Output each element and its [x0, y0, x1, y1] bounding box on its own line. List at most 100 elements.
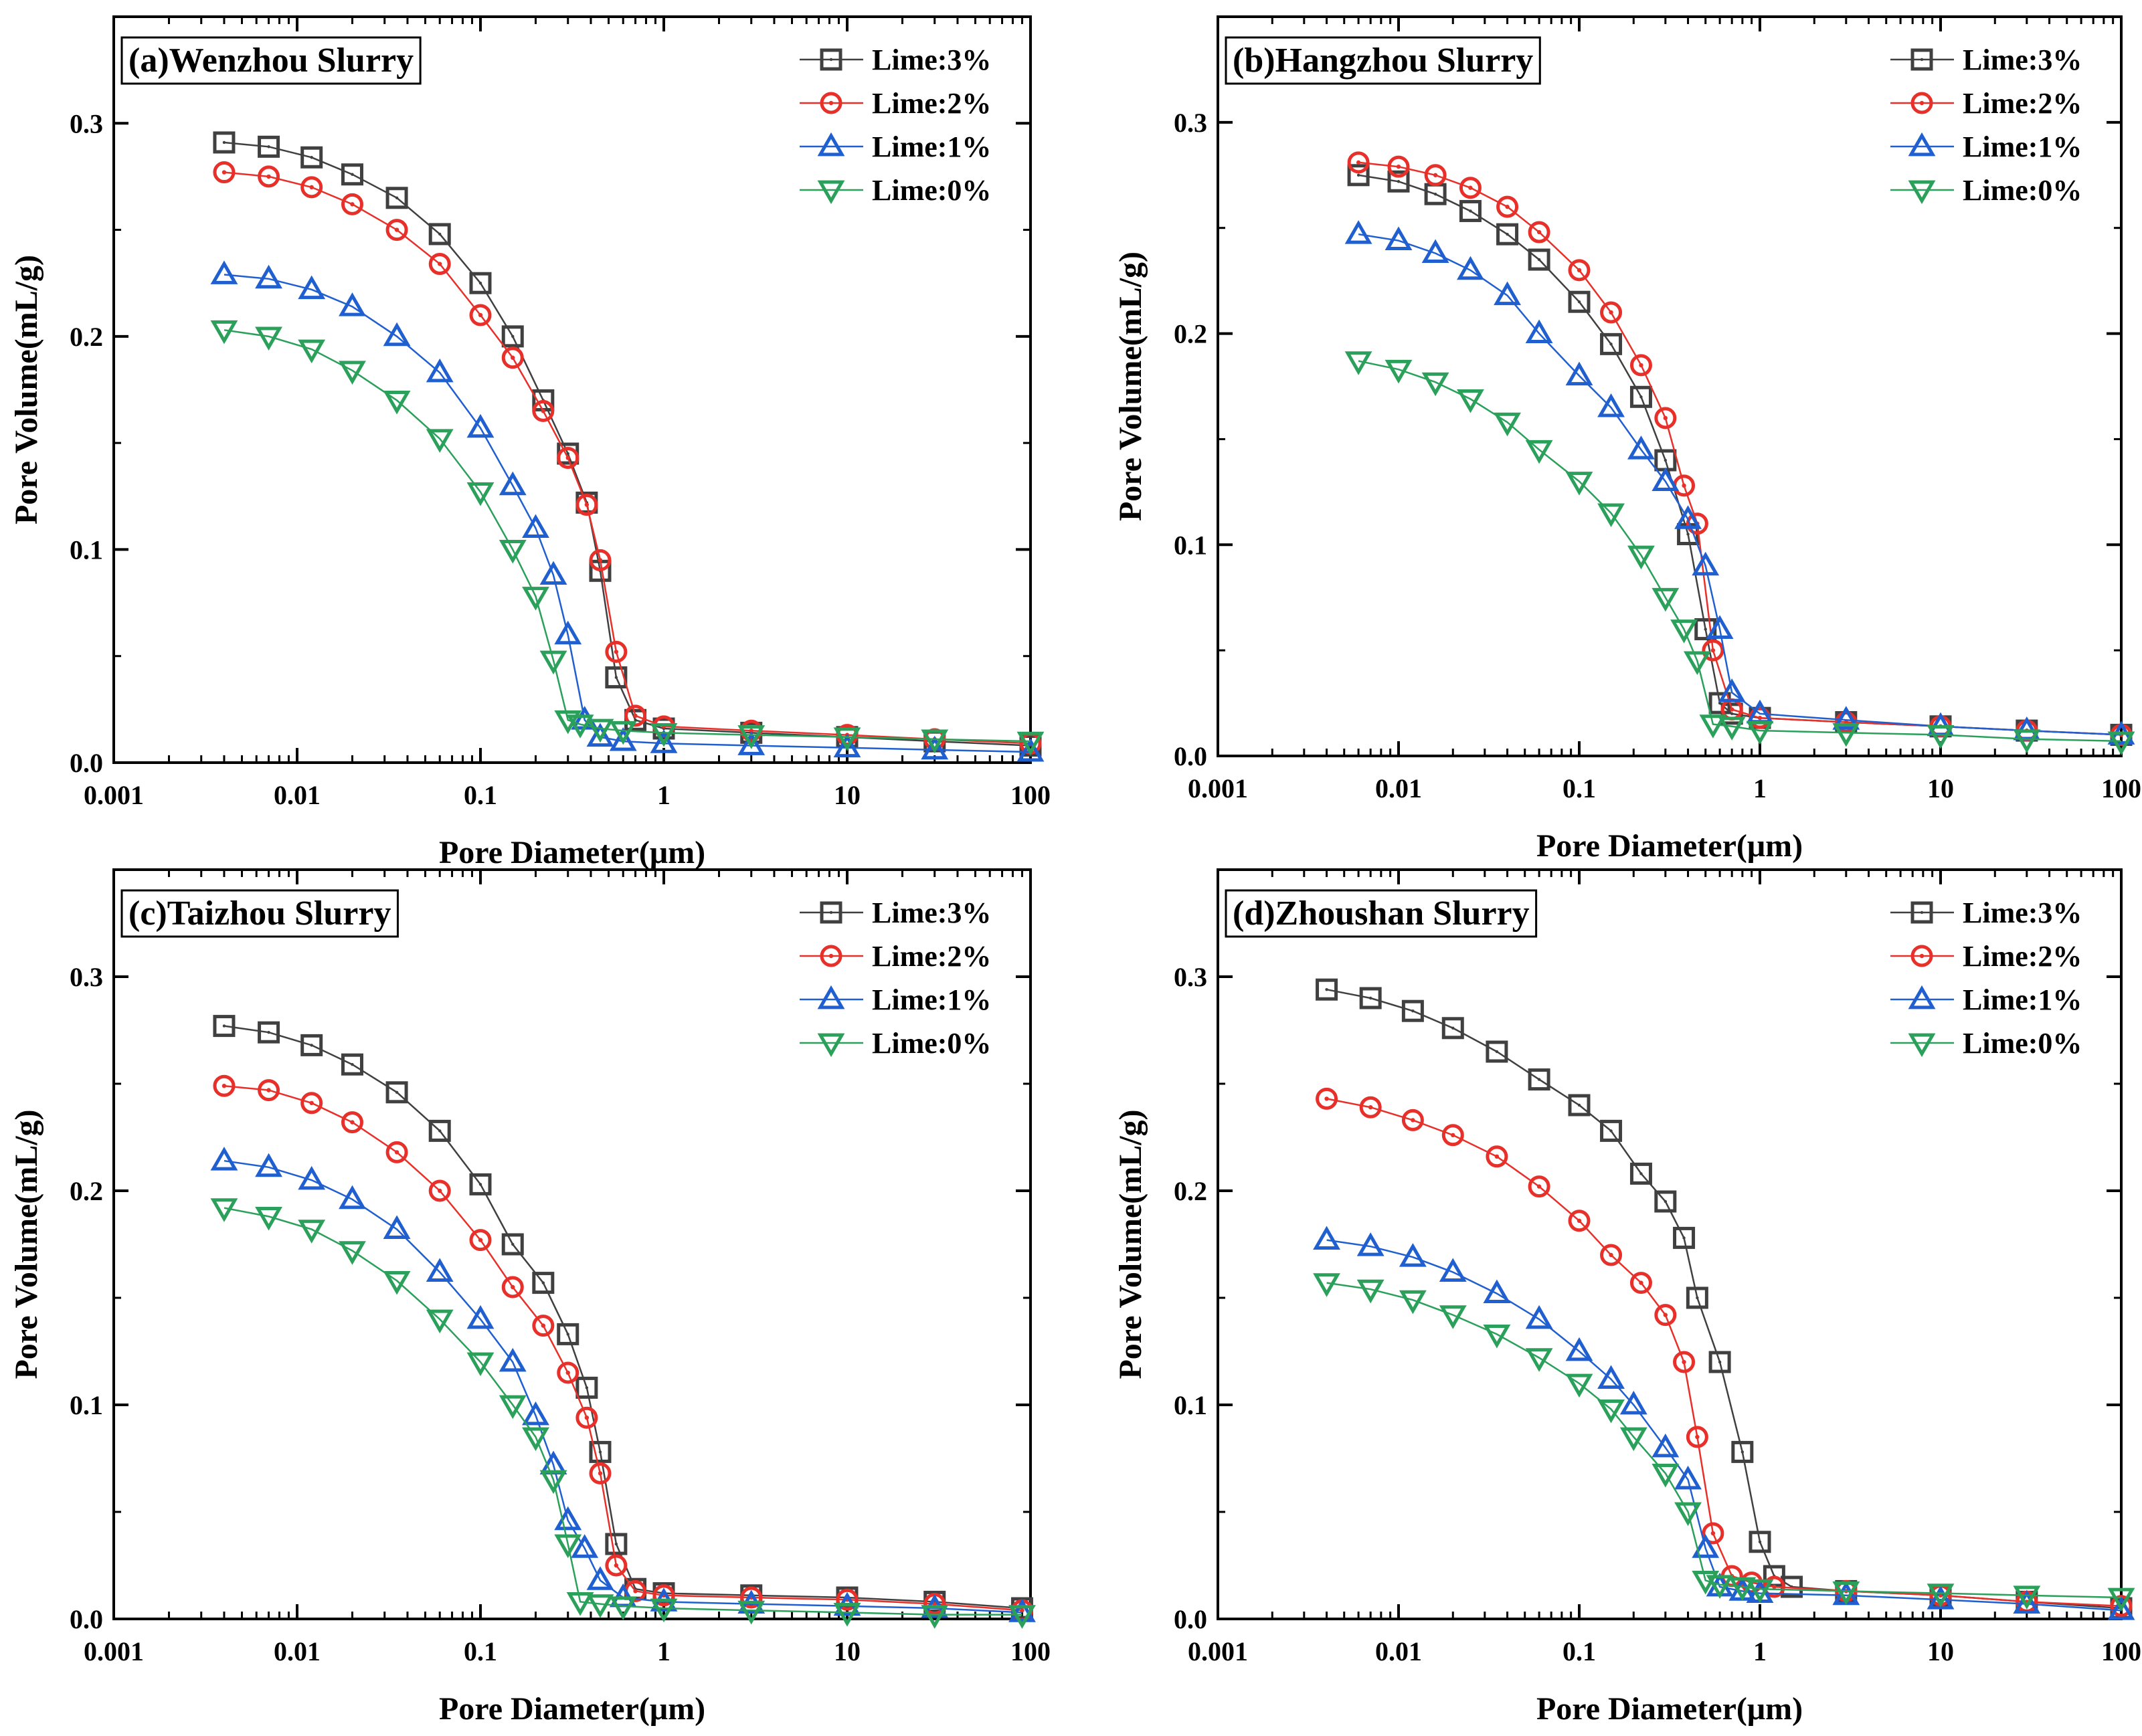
chart-title-box	[1225, 36, 1541, 85]
data-point	[1565, 1373, 1593, 1398]
data-point-center	[1663, 1313, 1668, 1317]
data-point	[737, 1600, 766, 1625]
data-point	[2013, 1589, 2041, 1614]
data-point	[1568, 1094, 1591, 1117]
data-point	[210, 260, 238, 284]
data-point	[1359, 1096, 1382, 1119]
legend-entry: Lime:0%	[1890, 174, 2082, 207]
y-tick-label: 0.3	[70, 108, 103, 138]
data-point	[1597, 1365, 1625, 1389]
data-point	[469, 1229, 492, 1252]
data-point-center	[394, 227, 399, 232]
series-line	[1358, 161, 2122, 736]
data-point	[300, 1034, 323, 1056]
data-point-center	[1682, 1359, 1686, 1365]
data-point	[1496, 195, 1519, 218]
data-point	[1652, 587, 1680, 612]
data-point	[609, 1596, 637, 1620]
data-point	[1706, 615, 1734, 639]
data-point	[428, 1179, 451, 1202]
data-point	[1525, 1305, 1553, 1329]
data-point	[210, 320, 238, 345]
data-point	[737, 731, 766, 755]
data-point-center	[438, 232, 442, 236]
data-point	[833, 733, 861, 758]
data-point	[566, 1592, 594, 1616]
data-point	[339, 361, 366, 385]
data-point	[385, 1081, 408, 1104]
legend-label: Lime:3%	[1963, 43, 2082, 76]
data-point-center	[598, 1450, 602, 1454]
legend-marker	[1910, 945, 1933, 967]
data-point-center	[1468, 185, 1473, 190]
data-point	[1763, 1575, 1785, 1598]
data-point-center	[350, 202, 355, 207]
data-point	[624, 704, 647, 727]
data-point	[1597, 503, 1625, 528]
data-point-center	[1609, 1129, 1613, 1133]
data-point-center	[541, 1281, 545, 1284]
data-point-center	[221, 170, 227, 175]
data-point-center	[438, 262, 442, 266]
data-point	[1356, 1279, 1385, 1304]
legend-marker	[1908, 985, 1936, 1009]
data-point	[650, 1598, 678, 1623]
data-point	[2107, 731, 2135, 756]
data-point	[1629, 385, 1652, 408]
data-point	[426, 358, 454, 383]
x-tick-label: 0.01	[1375, 773, 1422, 803]
data-point	[652, 1584, 675, 1607]
data-point-center	[1710, 648, 1716, 653]
series-Lime:3%	[213, 1015, 1033, 1620]
data-point-center	[1368, 996, 1372, 1000]
data-point	[466, 1352, 495, 1377]
data-point-center	[438, 1188, 442, 1193]
data-point	[1344, 220, 1372, 244]
data-point	[575, 494, 598, 516]
chart-title-box	[120, 889, 399, 938]
data-point	[2107, 1596, 2135, 1620]
legend-label: Lime:3%	[872, 896, 991, 929]
data-point	[1401, 1108, 1424, 1131]
data-point	[1686, 1426, 1708, 1448]
data-point	[1439, 1305, 1467, 1329]
data-point-center	[614, 650, 619, 654]
x-tick-label: 100	[1010, 780, 1051, 810]
data-point-center	[478, 312, 483, 318]
data-point	[255, 326, 282, 351]
legend-entry: Lime:3%	[1890, 896, 2082, 929]
data-point	[1600, 301, 1623, 324]
legend-entry: Lime:1%	[800, 130, 991, 163]
y-tick-label: 0.3	[1174, 108, 1207, 138]
data-point	[1483, 1279, 1511, 1303]
data-point	[300, 1092, 323, 1115]
data-point	[383, 322, 411, 347]
series-Lime:2%	[213, 161, 1042, 755]
data-point-center	[1741, 1450, 1745, 1454]
data-point	[921, 1605, 949, 1629]
data-point	[255, 1207, 282, 1231]
data-point	[1674, 1502, 1702, 1527]
legend-entry: Lime:2%	[1890, 87, 2082, 120]
data-point	[1494, 281, 1521, 306]
data-point	[833, 727, 861, 751]
data-point	[426, 1258, 454, 1282]
data-point	[1652, 1433, 1680, 1458]
data-point-center	[1729, 707, 1734, 712]
data-point	[466, 482, 495, 506]
data-point	[1399, 1290, 1427, 1315]
data-point-center	[1411, 1118, 1415, 1123]
data-point-center	[1686, 533, 1690, 536]
series-line	[1326, 1239, 2122, 1612]
data-point-center	[541, 409, 546, 413]
legend-marker	[820, 48, 842, 71]
x-tick-label: 0.001	[1188, 773, 1248, 803]
chart-title-box	[120, 36, 422, 85]
legend-label: Lime:0%	[1963, 174, 2082, 207]
data-point-center	[1695, 1434, 1700, 1440]
data-point	[469, 1173, 492, 1195]
data-point-center	[478, 1238, 483, 1242]
data-point	[589, 1462, 612, 1484]
data-point-center	[309, 185, 314, 190]
data-point	[1016, 737, 1045, 762]
